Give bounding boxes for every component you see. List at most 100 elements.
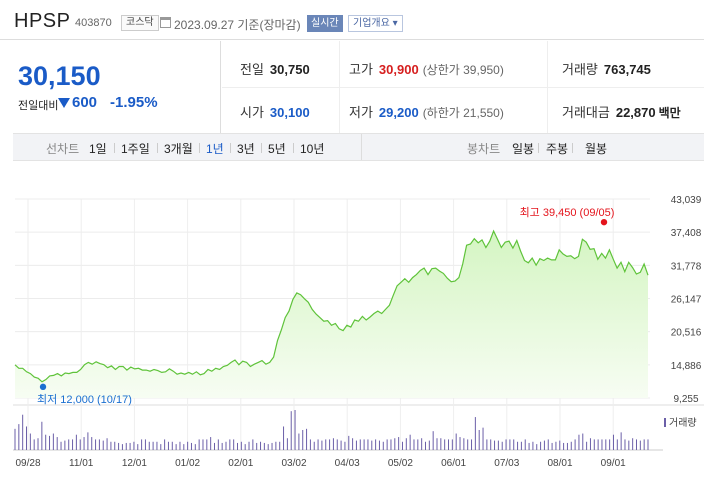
volume-bar — [129, 442, 131, 450]
volume-bar — [566, 442, 568, 450]
volume-bar — [413, 439, 415, 450]
volume-bar — [321, 440, 323, 450]
x-tick-label: 01/02 — [175, 458, 200, 469]
volume-bar — [313, 441, 315, 450]
volume-bar — [160, 444, 162, 450]
volume-bar — [517, 441, 519, 450]
volume-bar — [632, 438, 634, 450]
volume-bar — [213, 442, 215, 450]
volume-bar — [486, 439, 488, 450]
candle-daily[interactable]: 일봉 — [512, 142, 535, 156]
volume-bar — [382, 441, 384, 450]
period-10y[interactable]: 10년 — [300, 142, 325, 156]
volume-bar — [340, 440, 342, 450]
volume-bar — [344, 441, 346, 450]
high-annotation: 최고 39,450 (09/05) — [520, 206, 615, 219]
volume-bar — [444, 439, 446, 450]
volume-bar — [18, 424, 20, 450]
y-tick-label: 9,255 — [673, 394, 698, 405]
candle-weekly[interactable]: 주봉 — [546, 142, 569, 156]
down-triangle-icon — [58, 98, 70, 108]
volume-bar — [125, 442, 127, 450]
volume-bar — [190, 442, 192, 450]
volume-bar — [144, 439, 146, 450]
volume-bar — [463, 438, 465, 450]
company-info-dropdown[interactable]: 기업개요 ▾ — [348, 15, 403, 32]
period-3m[interactable]: 3개월 — [164, 142, 193, 156]
period-5y[interactable]: 5년 — [268, 142, 286, 156]
volume-bar — [33, 439, 35, 450]
x-tick-label: 12/01 — [122, 458, 147, 469]
volume-bar — [298, 433, 300, 450]
change-value: 600 — [72, 94, 98, 111]
volume-bar — [229, 439, 231, 450]
candle-monthly[interactable]: 월봉 — [585, 142, 608, 156]
volume-bar — [536, 444, 538, 450]
volume-bar — [647, 439, 649, 450]
volume-bar — [371, 440, 373, 450]
low-marker — [39, 383, 47, 391]
volume-bar — [355, 440, 357, 450]
period-1y[interactable]: 1년 — [206, 142, 224, 156]
volume-bar — [64, 440, 66, 450]
volume-bar — [148, 441, 150, 450]
change-label: 전일대비 — [18, 100, 59, 112]
realtime-button[interactable]: 실시간 — [307, 15, 343, 32]
volume-bar — [171, 441, 173, 450]
volume-bar — [405, 438, 407, 450]
period-1w[interactable]: 1주일 — [121, 142, 150, 156]
period-3y[interactable]: 3년 — [237, 142, 255, 156]
x-tick-label: 09/01 — [601, 458, 626, 469]
volume-bar — [578, 434, 580, 450]
price-area — [15, 231, 648, 398]
y-tick-label: 20,516 — [671, 328, 702, 339]
volume-bar — [49, 435, 51, 450]
volume-bar — [555, 441, 557, 450]
period-1d[interactable]: 1일 — [89, 142, 107, 156]
change-percent: -1.95% — [110, 94, 158, 111]
volume-bar — [87, 432, 89, 450]
volume-bar — [183, 444, 185, 450]
volume-bar — [194, 444, 196, 450]
volume-bar — [448, 439, 450, 450]
volume-bar — [267, 444, 269, 450]
y-tick-label: 31,778 — [671, 261, 702, 272]
prev-close: 전일 30,750 — [240, 62, 310, 77]
volume-bar — [367, 439, 369, 450]
volume-bar — [432, 431, 434, 450]
y-tick-label: 37,408 — [671, 228, 702, 239]
volume-bar — [75, 434, 77, 450]
volume-bar — [271, 442, 273, 450]
volume-bar — [309, 439, 311, 450]
volume-bar — [45, 434, 47, 450]
volume-bar — [286, 438, 288, 450]
volume-bar — [91, 437, 93, 450]
open-price: 시가 30,100 — [240, 105, 310, 120]
volume-bar — [482, 427, 484, 450]
volume-bar — [106, 438, 108, 450]
volume-legend: 거래량 — [664, 414, 697, 429]
volume-bar — [509, 439, 511, 450]
line-chart-label: 선차트 — [46, 142, 80, 156]
volume-bar — [589, 438, 591, 450]
x-tick-label: 03/02 — [281, 458, 306, 469]
volume-bar — [179, 441, 181, 450]
volume-bar — [467, 439, 469, 450]
x-tick-label: 06/01 — [441, 458, 466, 469]
volume-bar — [620, 432, 622, 450]
volume-bar — [325, 439, 327, 450]
price-panel: 30,150 전일대비 600 -1.95% — [0, 41, 221, 133]
price-chart[interactable]: 43,039 37,408 31,778 26,147 20,516 14,886 9,25… — [13, 195, 704, 482]
volume-bar — [616, 439, 618, 450]
volume-bar — [206, 439, 208, 450]
volume-bar — [563, 442, 565, 450]
volume-bar — [612, 434, 614, 450]
volume-bar — [52, 433, 54, 450]
volume-bar — [394, 438, 396, 450]
volume-bar — [359, 439, 361, 450]
volume-bar — [605, 439, 607, 450]
volume-bar — [398, 437, 400, 450]
volume-bar — [202, 439, 204, 450]
volume-bar — [547, 439, 549, 450]
stock-code: 403870 — [75, 17, 112, 29]
